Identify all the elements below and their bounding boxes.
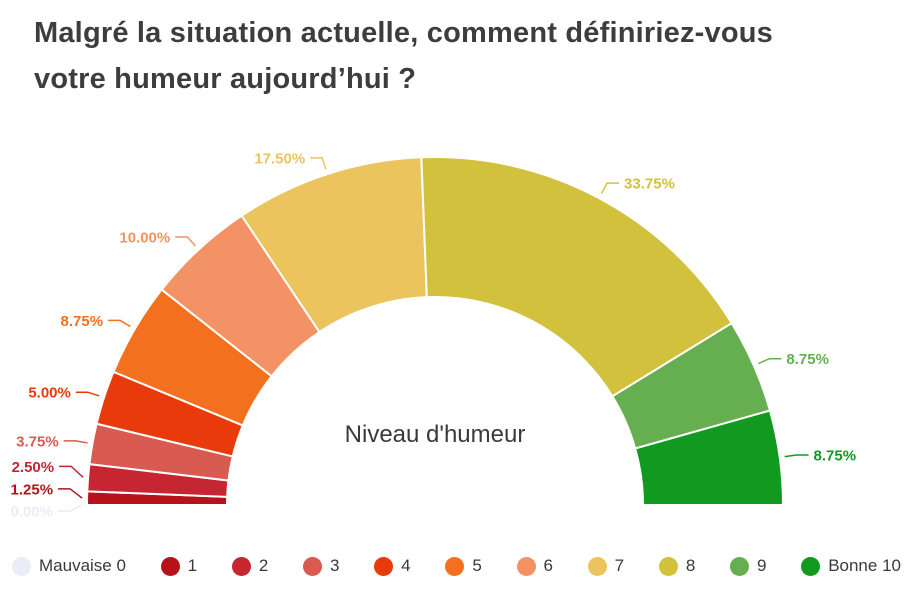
legend-item-6[interactable]: 6 xyxy=(516,556,553,576)
segment-value-label-5: 8.75% xyxy=(61,313,104,330)
label-leader-line-7 xyxy=(310,157,327,170)
legend-color-dot-3 xyxy=(302,556,322,576)
legend-label-3: 3 xyxy=(329,556,340,575)
legend-label-5: 5 xyxy=(472,556,482,575)
chart-title-line2: votre humeur aujourd’hui ? xyxy=(34,63,417,95)
segment-value-label-mauvaise-0: 0.00% xyxy=(10,504,53,521)
segment-value-label-8: 33.75% xyxy=(624,176,675,193)
chart-title: Malgré la situation actuelle, comment dé… xyxy=(34,10,902,102)
legend-color-dot-6 xyxy=(516,556,536,576)
segment-value-label-3: 3.75% xyxy=(16,433,59,450)
chart-legend: Mauvaise 0 1 2 3 4 5 6 7 8 9 Bonne 10 xyxy=(0,556,913,576)
legend-item-5[interactable]: 5 xyxy=(445,556,482,576)
label-leader-line-5 xyxy=(108,319,131,328)
label-leader-line-1 xyxy=(58,488,83,499)
legend-label-2: 2 xyxy=(258,556,269,575)
segment-value-label-4: 5.00% xyxy=(28,385,71,402)
segment-value-label-7: 17.50% xyxy=(254,150,305,167)
legend-label-9: 9 xyxy=(757,556,767,575)
gauge-segment-bonne-10[interactable] xyxy=(633,409,785,506)
legend-item-3[interactable]: 3 xyxy=(302,556,340,576)
legend-color-dot-8 xyxy=(658,556,678,576)
label-leader-line-2 xyxy=(59,465,84,478)
legend-item-2[interactable]: 2 xyxy=(231,556,269,576)
legend-color-dot-9 xyxy=(730,556,750,576)
segment-value-label-6: 10.00% xyxy=(119,229,170,246)
legend-color-dot-bonne-10 xyxy=(801,556,821,576)
legend-item-8[interactable]: 8 xyxy=(658,556,696,576)
label-leader-line-mauvaise-0 xyxy=(58,504,83,512)
legend-item-bonne-10[interactable]: Bonne 10 xyxy=(801,556,901,576)
legend-label-mauvaise-0: Mauvaise 0 xyxy=(39,556,126,575)
legend-label-1: 1 xyxy=(187,556,198,575)
legend-label-7: 7 xyxy=(614,556,625,575)
segment-value-label-2: 2.50% xyxy=(12,459,55,476)
segment-value-label-9: 8.75% xyxy=(786,351,829,368)
label-leader-line-4 xyxy=(75,391,100,397)
legend-item-mauvaise-0[interactable]: Mauvaise 0 xyxy=(12,556,126,576)
legend-item-1[interactable]: 1 xyxy=(160,556,198,576)
label-leader-line-3 xyxy=(63,440,88,444)
legend-color-dot-4 xyxy=(374,556,394,576)
label-leader-line-9 xyxy=(758,357,782,365)
legend-color-dot-mauvaise-0 xyxy=(12,556,31,576)
legend-label-4: 4 xyxy=(401,556,411,575)
gauge-segment-8[interactable] xyxy=(420,156,734,398)
legend-color-dot-5 xyxy=(445,556,465,576)
gauge-center-label: Niveau d'humeur xyxy=(344,421,526,448)
legend-color-dot-7 xyxy=(587,556,607,576)
legend-item-4[interactable]: 4 xyxy=(374,556,411,576)
segment-value-label-bonne-10: 8.75% xyxy=(814,447,857,464)
legend-label-6: 6 xyxy=(543,556,553,575)
segment-value-label-1: 1.25% xyxy=(11,481,54,498)
label-leader-line-8 xyxy=(600,182,620,195)
legend-color-dot-2 xyxy=(231,556,251,576)
label-leader-line-6 xyxy=(175,236,196,247)
legend-item-9[interactable]: 9 xyxy=(730,556,766,576)
legend-item-7[interactable]: 7 xyxy=(587,556,625,576)
legend-label-8: 8 xyxy=(685,556,696,575)
chart-title-line1: Malgré la situation actuelle, comment dé… xyxy=(34,17,773,49)
legend-label-bonne-10: Bonne 10 xyxy=(828,556,901,575)
legend-color-dot-1 xyxy=(160,556,180,576)
half-donut-gauge-chart: 0.00% 1.25% 2.50% 3.75% 5.00% 8.75% 10.00% 17.5… xyxy=(10,150,857,521)
label-leader-line-bonne-10 xyxy=(784,454,809,458)
gauge-chart-area: 0.00% 1.25% 2.50% 3.75% 5.00% 8.75% 10.00% 17.5… xyxy=(0,105,913,535)
